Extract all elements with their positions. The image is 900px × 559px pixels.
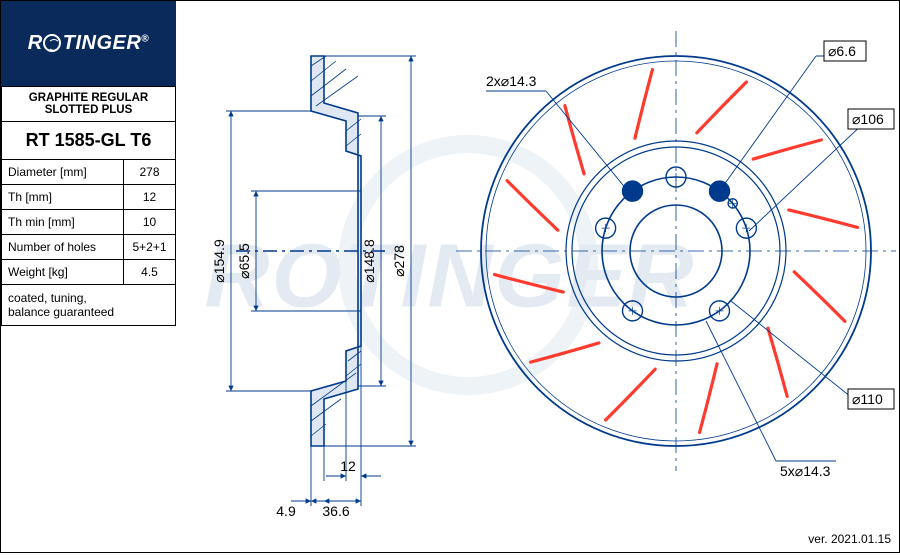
dim-d65-5: ⌀65.5 [236, 243, 252, 279]
spec-part-no: RT 1585-GL T6 [2, 122, 176, 160]
callout-6-6: ⌀6.6 [828, 43, 856, 59]
logo-globe-icon [43, 34, 61, 52]
spec-label: Th min [mm] [2, 210, 124, 235]
spec-value: 12 [124, 185, 176, 210]
spec-value: 4.5 [124, 260, 176, 285]
table-row: Th min [mm] 10 [2, 210, 176, 235]
callout-106: ⌀106 [852, 111, 884, 127]
dim-36-6: 36.6 [322, 503, 349, 519]
logo-text: RTINGER® [28, 32, 149, 55]
spec-value: 5+2+1 [124, 235, 176, 260]
dim-12: 12 [340, 458, 356, 474]
table-row: Th [mm] 12 [2, 185, 176, 210]
logo-box: RTINGER® [1, 1, 176, 86]
spec-header-row: GRAPHITE REGULAR SLOTTED PLUS [2, 87, 176, 122]
dim-d148-8: ⌀148.8 [361, 239, 377, 283]
spec-label: Th [mm] [2, 185, 124, 210]
dim-4-9: 4.9 [276, 503, 296, 519]
technical-drawing: ⌀154.9 ⌀65.5 ⌀148.8 ⌀278 4.9 12 36.6 2x⌀… [176, 1, 900, 554]
spec-value: 278 [124, 160, 176, 185]
version-label: ver. 2021.01.15 [808, 532, 891, 546]
callout-box: ⌀6.6 [824, 41, 866, 61]
spec-note: coated, tuning, balance guaranteed [2, 285, 176, 326]
spec-table: GRAPHITE REGULAR SLOTTED PLUS RT 1585-GL… [1, 86, 176, 326]
dim-d278: ⌀278 [391, 245, 407, 277]
table-row: Diameter [mm] 278 [2, 160, 176, 185]
callout-5x14-3: 5x⌀14.3 [780, 463, 831, 479]
callout-2x14-3: 2x⌀14.3 [486, 73, 537, 89]
spec-part-row: RT 1585-GL T6 [2, 122, 176, 160]
spec-label: Diameter [mm] [2, 160, 124, 185]
callout-box: ⌀110 [848, 389, 894, 409]
spec-value: 10 [124, 210, 176, 235]
logo-registered: ® [141, 33, 149, 44]
callout-110: ⌀110 [852, 391, 883, 407]
callout-box: ⌀106 [848, 109, 894, 129]
dim-d154-9: ⌀154.9 [211, 239, 227, 283]
table-row: Number of holes 5+2+1 [2, 235, 176, 260]
spec-note-row: coated, tuning, balance guaranteed [2, 285, 176, 326]
spec-label: Weight [kg] [2, 260, 124, 285]
disc-face-view [456, 31, 896, 471]
spec-label: Number of holes [2, 235, 124, 260]
spec-header: GRAPHITE REGULAR SLOTTED PLUS [2, 87, 176, 122]
table-row: Weight [kg] 4.5 [2, 260, 176, 285]
